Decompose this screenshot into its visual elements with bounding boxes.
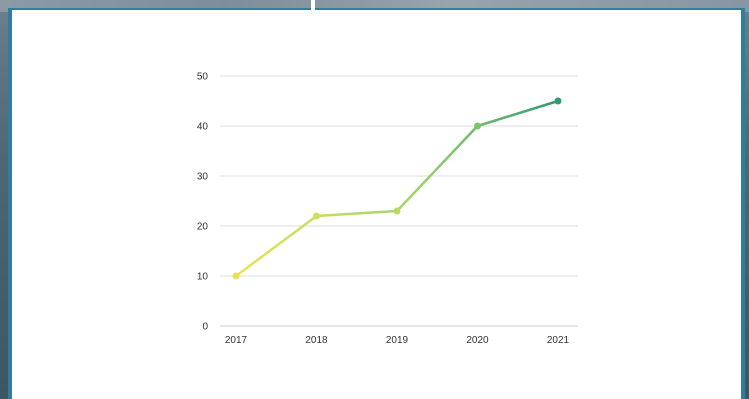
x-axis-ticks: 2017 2018 2019 2020 2021 — [225, 335, 570, 346]
data-point — [474, 122, 481, 130]
x-tick-label: 2021 — [547, 335, 570, 346]
y-tick-label: 30 — [197, 172, 209, 183]
data-point — [554, 97, 562, 105]
grid-lines — [220, 75, 578, 327]
x-tick-label: 2020 — [466, 335, 489, 346]
series-group — [232, 97, 562, 280]
data-point — [232, 272, 240, 280]
x-tick-label: 2019 — [386, 335, 409, 346]
y-axis-ticks: 0 10 20 30 40 50 — [197, 72, 209, 333]
frame-notch — [311, 0, 315, 10]
x-tick-label: 2018 — [305, 335, 328, 346]
series-line — [234, 99, 560, 278]
y-tick-label: 10 — [197, 272, 209, 283]
data-point — [313, 212, 320, 220]
chart-card — [12, 10, 741, 399]
y-tick-label: 20 — [197, 222, 209, 233]
data-point — [393, 207, 401, 215]
y-tick-label: 40 — [197, 122, 209, 133]
y-tick-label: 0 — [202, 322, 208, 333]
x-tick-label: 2017 — [225, 335, 248, 346]
y-tick-label: 50 — [197, 72, 209, 83]
